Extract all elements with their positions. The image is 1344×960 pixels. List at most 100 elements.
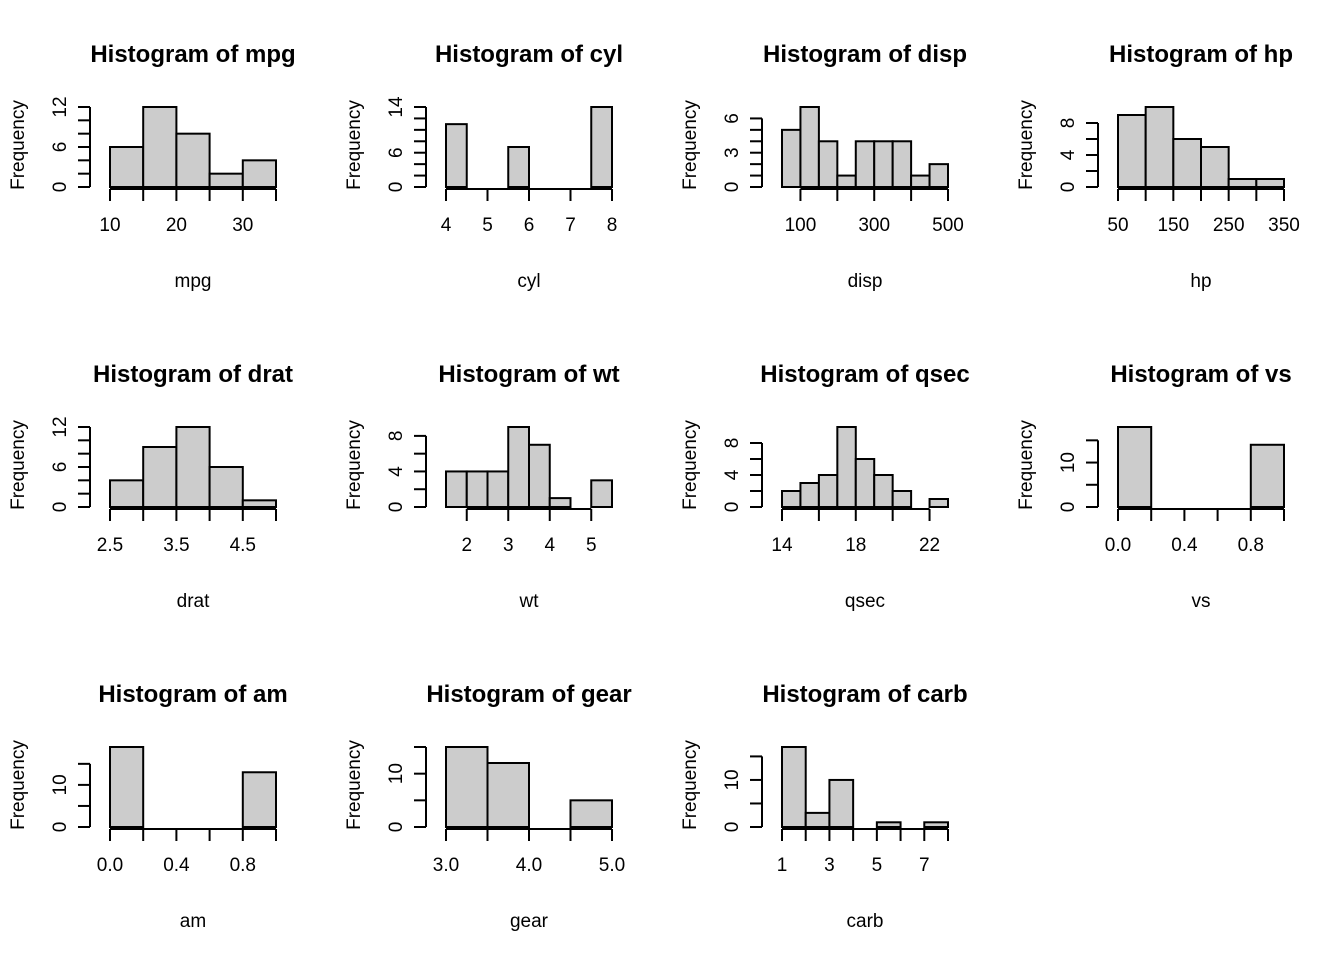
y-axis-label: Frequency (680, 740, 701, 830)
y-tick-label: 6 (386, 147, 407, 158)
histogram-bar (891, 490, 913, 508)
histogram-bar (1200, 146, 1230, 188)
histogram-panel-mpg: Histogram of mpg 10 20 30 0 6 12 mpg Frequency (8, 41, 296, 292)
x-axis-label: mpg (175, 271, 212, 292)
x-axis-label: vs (1192, 591, 1211, 612)
x-tick-label: 0.4 (1171, 535, 1198, 556)
x-tick-label: 4.5 (230, 535, 256, 556)
histogram-bar (241, 771, 278, 829)
y-tick-label: 4 (1058, 149, 1079, 160)
histogram-bar (1255, 178, 1286, 188)
y-tick-label: 0 (1058, 502, 1079, 513)
x-tick-label: 4 (441, 215, 452, 236)
y-tick-label: 14 (386, 96, 407, 118)
x-tick-label: 0.8 (1238, 535, 1264, 556)
histogram-bar (445, 746, 489, 828)
histogram-bar (109, 746, 145, 828)
y-axis-label: Frequency (680, 100, 701, 190)
histogram-bar (528, 443, 551, 508)
histogram-bar (507, 426, 530, 508)
histogram-bar (928, 163, 949, 188)
x-tick-label: 8 (607, 215, 618, 236)
y-axis-label: Frequency (344, 100, 365, 190)
x-tick-label: 3.5 (163, 535, 189, 556)
x-tick-label: 14 (771, 535, 793, 556)
histogram-bar (923, 821, 949, 829)
y-tick-label: 12 (50, 416, 71, 437)
y-tick-label: 8 (1058, 118, 1079, 129)
x-tick-label: 7 (919, 855, 930, 876)
histogram-panel-vs: Histogram of vs 0.0 0.4 0.8 0 10 vs Frequency (1016, 361, 1292, 612)
histogram-bar (1144, 106, 1175, 188)
histogram-bar (590, 479, 613, 509)
x-tick-label: 300 (858, 215, 890, 236)
x-tick-label: 100 (785, 215, 817, 236)
chart-title: Histogram of am (98, 681, 287, 708)
y-tick-label: 10 (386, 763, 407, 784)
x-axis-label: drat (177, 591, 210, 612)
chart-title: Histogram of disp (763, 41, 967, 68)
x-tick-label: 250 (1213, 215, 1245, 236)
histogram-bar (142, 446, 178, 508)
histogram-bar (1117, 114, 1147, 188)
y-tick-label: 0 (722, 182, 743, 193)
x-tick-label: 4 (544, 535, 555, 556)
x-tick-label: 0.0 (1105, 535, 1131, 556)
y-axis-label: Frequency (344, 740, 365, 830)
histogram-bar (781, 490, 802, 508)
y-tick-label: 8 (386, 431, 407, 442)
histogram-bar (175, 132, 211, 189)
y-tick-label: 3 (722, 147, 743, 158)
y-tick-label: 0 (1058, 182, 1079, 193)
y-axis-label: Frequency (8, 100, 29, 190)
histogram-bar (781, 128, 802, 189)
y-tick-label: 4 (722, 469, 743, 480)
histogram-bar (799, 106, 820, 188)
x-axis-label: cyl (517, 271, 540, 292)
x-tick-label: 3 (824, 855, 835, 876)
y-tick-label: 0 (386, 182, 407, 193)
x-axis-label: gear (510, 911, 549, 932)
histogram-bar (804, 811, 831, 828)
histogram-bar (854, 458, 876, 508)
histogram-panel-drat: Histogram of drat 2.5 3.5 4.5 0 6 12 drat Freque… (8, 361, 293, 612)
histogram-bar (445, 470, 468, 509)
y-tick-label: 6 (50, 462, 71, 473)
y-tick-label: 0 (386, 502, 407, 513)
y-tick-label: 0 (722, 502, 743, 513)
histogram-bar (175, 426, 211, 508)
y-tick-label: 12 (50, 96, 71, 117)
x-axis-label: am (180, 911, 206, 932)
y-axis-label: Frequency (680, 420, 701, 510)
histogram-bar (486, 470, 510, 509)
chart-title: Histogram of drat (93, 361, 293, 388)
y-axis-label: Frequency (1016, 100, 1037, 190)
x-tick-label: 30 (232, 215, 253, 236)
histogram-panel-am: Histogram of am 0.0 0.4 0.8 0 10 am Frequency (8, 681, 288, 932)
histogram-panel-hp: Histogram of hp 50 150 250 350 0 4 8 hp Frequency (1016, 41, 1300, 292)
x-tick-label: 150 (1157, 215, 1189, 236)
histogram-bar (241, 499, 278, 509)
x-tick-label: 7 (565, 215, 576, 236)
histogram-bar (854, 140, 876, 189)
histogram-panel-qsec: Histogram of qsec 14 18 22 0 4 8 qsec Frequency (680, 361, 970, 612)
histogram-bar (109, 479, 145, 509)
y-tick-label: 6 (50, 142, 71, 153)
x-tick-label: 5 (482, 215, 493, 236)
chart-title: Histogram of carb (762, 681, 967, 708)
x-tick-label: 0.4 (163, 855, 190, 876)
x-axis-label: disp (848, 271, 883, 292)
x-axis-label: wt (519, 591, 540, 612)
y-tick-label: 10 (722, 769, 743, 790)
histogram-bar (928, 498, 949, 508)
y-tick-label: 8 (722, 438, 743, 449)
y-axis-label: Frequency (8, 420, 29, 510)
histogram-bar (590, 106, 613, 188)
histogram-bar (873, 474, 894, 508)
x-tick-label: 20 (166, 215, 187, 236)
x-tick-label: 50 (1107, 215, 1128, 236)
x-tick-label: 4.0 (516, 855, 542, 876)
histogram-bar (1227, 178, 1258, 188)
histogram-bar (873, 140, 894, 189)
histogram-bar (817, 140, 839, 189)
